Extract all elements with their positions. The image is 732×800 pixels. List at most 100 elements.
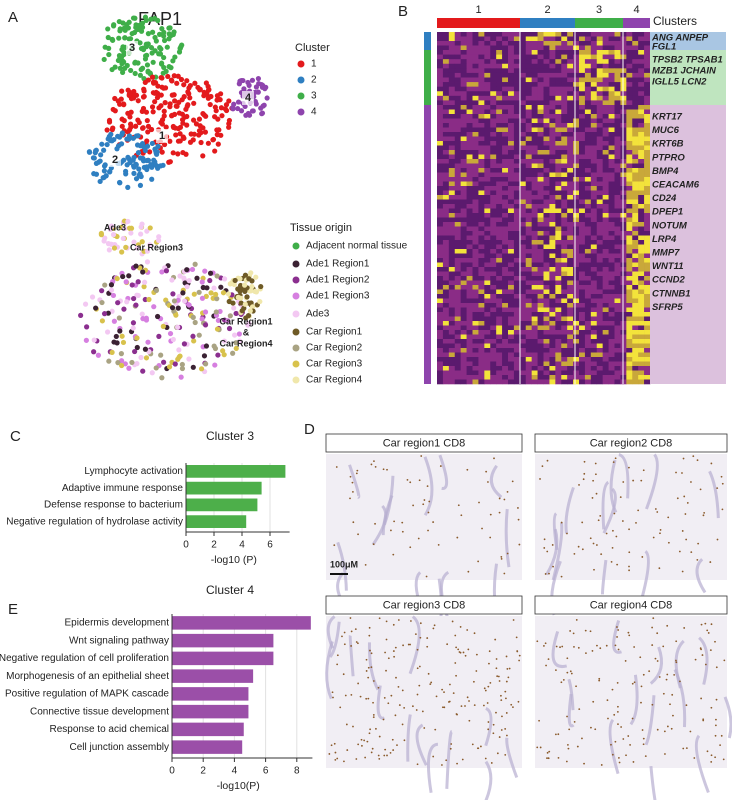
heatmap-cell	[615, 303, 621, 308]
stained-cell	[501, 558, 503, 560]
cell-dot	[160, 117, 165, 122]
heatmap-cell	[508, 78, 514, 83]
heatmap-cell	[437, 317, 443, 322]
heatmap-cell	[461, 222, 467, 227]
stained-cell	[366, 741, 368, 743]
stained-cell	[672, 715, 674, 717]
heatmap-cell	[532, 209, 538, 214]
heatmap-cell	[532, 249, 538, 254]
cluster-annotation: 3	[129, 42, 135, 54]
cell-dot	[226, 98, 231, 103]
heatmap-cell	[478, 200, 484, 205]
heatmap-cell	[484, 110, 490, 115]
heatmap-cell	[579, 141, 585, 146]
heatmap-cell	[514, 335, 520, 340]
heatmap-cell	[443, 64, 449, 69]
heatmap-cell	[591, 150, 597, 155]
heatmap-cell	[561, 317, 567, 322]
heatmap-cell	[443, 50, 449, 55]
heatmap-cell	[484, 82, 490, 87]
heatmap-cell	[597, 105, 603, 110]
heatmap-cell	[579, 231, 585, 236]
heatmap-cell	[532, 321, 538, 326]
heatmap-cell	[609, 186, 615, 191]
heatmap-cell	[567, 249, 573, 254]
stained-cell	[383, 719, 385, 721]
heatmap-cell	[626, 254, 632, 259]
heatmap-cell	[455, 245, 461, 250]
heatmap-cell	[496, 119, 502, 124]
heatmap-cell	[615, 164, 621, 169]
stained-cell	[706, 629, 708, 631]
heatmap-cell	[603, 164, 609, 169]
heatmap-cell	[567, 348, 573, 353]
heatmap-cell	[632, 371, 638, 376]
heatmap-cell	[561, 204, 567, 209]
heatmap-cell	[484, 191, 490, 196]
heatmap-cell	[561, 164, 567, 169]
heatmap-cell	[532, 177, 538, 182]
heatmap-cell	[437, 55, 443, 60]
heatmap-cell	[490, 204, 496, 209]
stained-cell	[513, 619, 515, 621]
heatmap-cell	[532, 168, 538, 173]
stained-cell	[485, 471, 487, 473]
heatmap-cell	[520, 182, 526, 187]
cell-dot	[171, 29, 176, 34]
heatmap-cell	[443, 100, 449, 105]
heatmap-cell	[632, 182, 638, 187]
heatmap-cell	[443, 303, 449, 308]
gene-label: KRT6B	[652, 139, 684, 150]
heatmap-cell	[443, 290, 449, 295]
stained-cell	[518, 519, 520, 521]
cluster-bar	[623, 18, 650, 28]
heatmap-cell	[573, 128, 579, 133]
heatmap-cell	[467, 191, 473, 196]
heatmap-cell	[532, 173, 538, 178]
heatmap-cell	[461, 204, 467, 209]
heatmap-cell	[585, 299, 591, 304]
heatmap-cell	[561, 330, 567, 335]
heatmap-cell	[484, 218, 490, 223]
heatmap-cell	[644, 59, 650, 64]
heatmap-cell	[591, 141, 597, 146]
heatmap-cell	[532, 100, 538, 105]
stained-cell	[578, 546, 580, 548]
heatmap-cell	[620, 209, 626, 214]
heatmap-cell	[520, 209, 526, 214]
x-tick-label: 2	[200, 766, 206, 777]
heatmap-cell	[555, 110, 561, 115]
heatmap-cell	[532, 204, 538, 209]
heatmap-cell	[561, 240, 567, 245]
heatmap-cell	[526, 100, 532, 105]
heatmap-cell	[449, 231, 455, 236]
heatmap-cell	[449, 267, 455, 272]
stained-cell	[496, 667, 498, 669]
heatmap-cell	[615, 263, 621, 268]
heatmap-cell	[478, 294, 484, 299]
cell-dot	[214, 309, 219, 314]
heatmap-cell	[467, 249, 473, 254]
stained-cell	[715, 724, 717, 726]
cell-dot	[179, 77, 184, 82]
stained-cell	[573, 646, 575, 648]
heatmap-cell	[514, 299, 520, 304]
heatmap-cell	[467, 87, 473, 92]
heatmap-cell	[538, 191, 544, 196]
heatmap-cell	[644, 119, 650, 124]
region-annotation: Car Region3	[130, 242, 183, 252]
heatmap-cell	[514, 32, 520, 37]
heatmap-cell	[591, 335, 597, 340]
heatmap-cell	[638, 371, 644, 376]
heatmap-cell	[549, 353, 555, 358]
heatmap-cell	[561, 267, 567, 272]
heatmap-cell	[443, 375, 449, 380]
heatmap-cell	[638, 91, 644, 96]
heatmap-cell	[514, 186, 520, 191]
heatmap-cell	[555, 73, 561, 78]
heatmap-cell	[561, 258, 567, 263]
heatmap-cell	[567, 317, 573, 322]
stained-cell	[493, 457, 495, 459]
heatmap-cell	[532, 371, 538, 376]
bar	[186, 482, 262, 495]
